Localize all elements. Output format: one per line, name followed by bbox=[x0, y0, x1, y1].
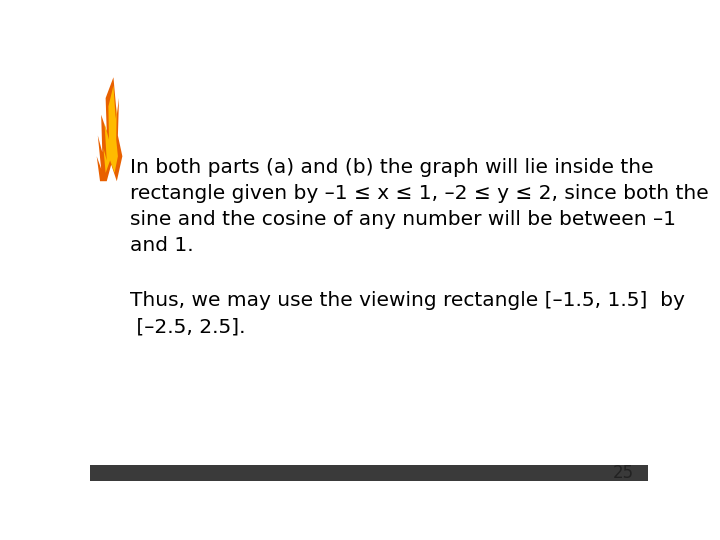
Text: rectangle given by –1 ≤ x ≤ 1, –2 ≤ y ≤ 2, since both the: rectangle given by –1 ≤ x ≤ 1, –2 ≤ y ≤ … bbox=[130, 184, 709, 203]
Text: [–2.5, 2.5].: [–2.5, 2.5]. bbox=[130, 317, 246, 336]
Text: sine and the cosine of any number will be between –1: sine and the cosine of any number will b… bbox=[130, 210, 676, 229]
Text: Thus, we may use the viewing rectangle [–1.5, 1.5]  by: Thus, we may use the viewing rectangle [… bbox=[130, 292, 685, 310]
Polygon shape bbox=[96, 77, 122, 181]
Text: 25: 25 bbox=[613, 464, 634, 482]
Text: In both parts (a) and (b) the graph will lie inside the: In both parts (a) and (b) the graph will… bbox=[130, 158, 654, 177]
Bar bbox=[90, 465, 648, 481]
Polygon shape bbox=[104, 85, 118, 173]
Text: and 1.: and 1. bbox=[130, 235, 194, 255]
